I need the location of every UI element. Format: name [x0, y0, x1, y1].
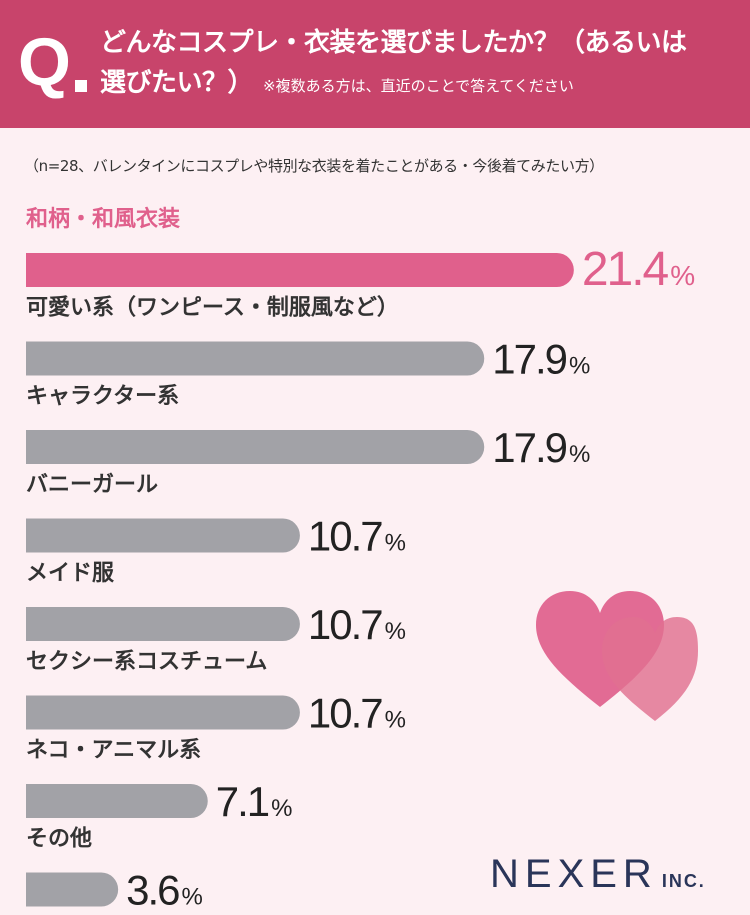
category-label: ネコ・アニマル系	[26, 738, 201, 763]
value-label: 10.7%	[308, 601, 406, 648]
category-label: バニーガール	[26, 473, 158, 498]
value-label: 21.4%	[582, 243, 695, 296]
value-label: 10.7%	[308, 690, 406, 737]
bar	[26, 430, 485, 464]
hearts-decoration-icon	[536, 591, 698, 721]
bar-left-cap	[26, 253, 60, 287]
bar-left-cap	[26, 341, 60, 376]
bar	[26, 695, 300, 730]
value-label: 3.6%	[126, 867, 203, 914]
logo-suffix: INC.	[661, 871, 706, 891]
nexer-logo: NEXER INC.	[490, 852, 706, 897]
logo-name: NEXER	[490, 852, 658, 896]
bar	[26, 341, 485, 376]
category-label: セクシー系コスチューム	[26, 650, 267, 675]
question-note: ※複数ある方は、直近のことで答えてください	[263, 77, 574, 95]
category-label: キャラクター系	[26, 384, 179, 409]
category-label: 可愛い系（ワンピース・制服風など）	[26, 295, 399, 321]
bar-left-cap	[26, 695, 60, 730]
value-label: 17.9%	[492, 336, 590, 383]
question-line-1: どんなコスプレ・衣装を選びましたか？（あるいは	[100, 28, 687, 58]
value-label: 17.9%	[492, 424, 590, 471]
q-letter: Q	[18, 24, 71, 100]
sample-note: （n=28、バレンタインにコスプレや特別な衣装を着たことがある・今後着てみたい方…	[24, 157, 604, 175]
question-line-2-text: 選びたい？）	[100, 68, 254, 98]
bar	[26, 518, 300, 553]
question-header: Q どんなコスプレ・衣装を選びましたか？（あるいは 選びたい？） ※複数ある方は、…	[0, 0, 750, 128]
bar	[26, 784, 208, 818]
question-line-2: 選びたい？） ※複数ある方は、直近のことで答えてください	[100, 66, 574, 100]
q-dot	[75, 80, 87, 92]
bar-left-cap	[26, 430, 60, 464]
bar-left-cap	[26, 872, 60, 907]
category-label: その他	[26, 827, 92, 852]
value-label: 7.1%	[216, 778, 293, 825]
category-label: メイド服	[26, 561, 115, 586]
bar	[26, 253, 574, 287]
bar-left-cap	[26, 784, 60, 818]
category-label: 和柄・和風衣装	[26, 206, 180, 232]
bar	[26, 607, 300, 641]
bar-left-cap	[26, 607, 60, 641]
bar-left-cap	[26, 518, 60, 553]
value-label: 10.7%	[308, 513, 406, 560]
